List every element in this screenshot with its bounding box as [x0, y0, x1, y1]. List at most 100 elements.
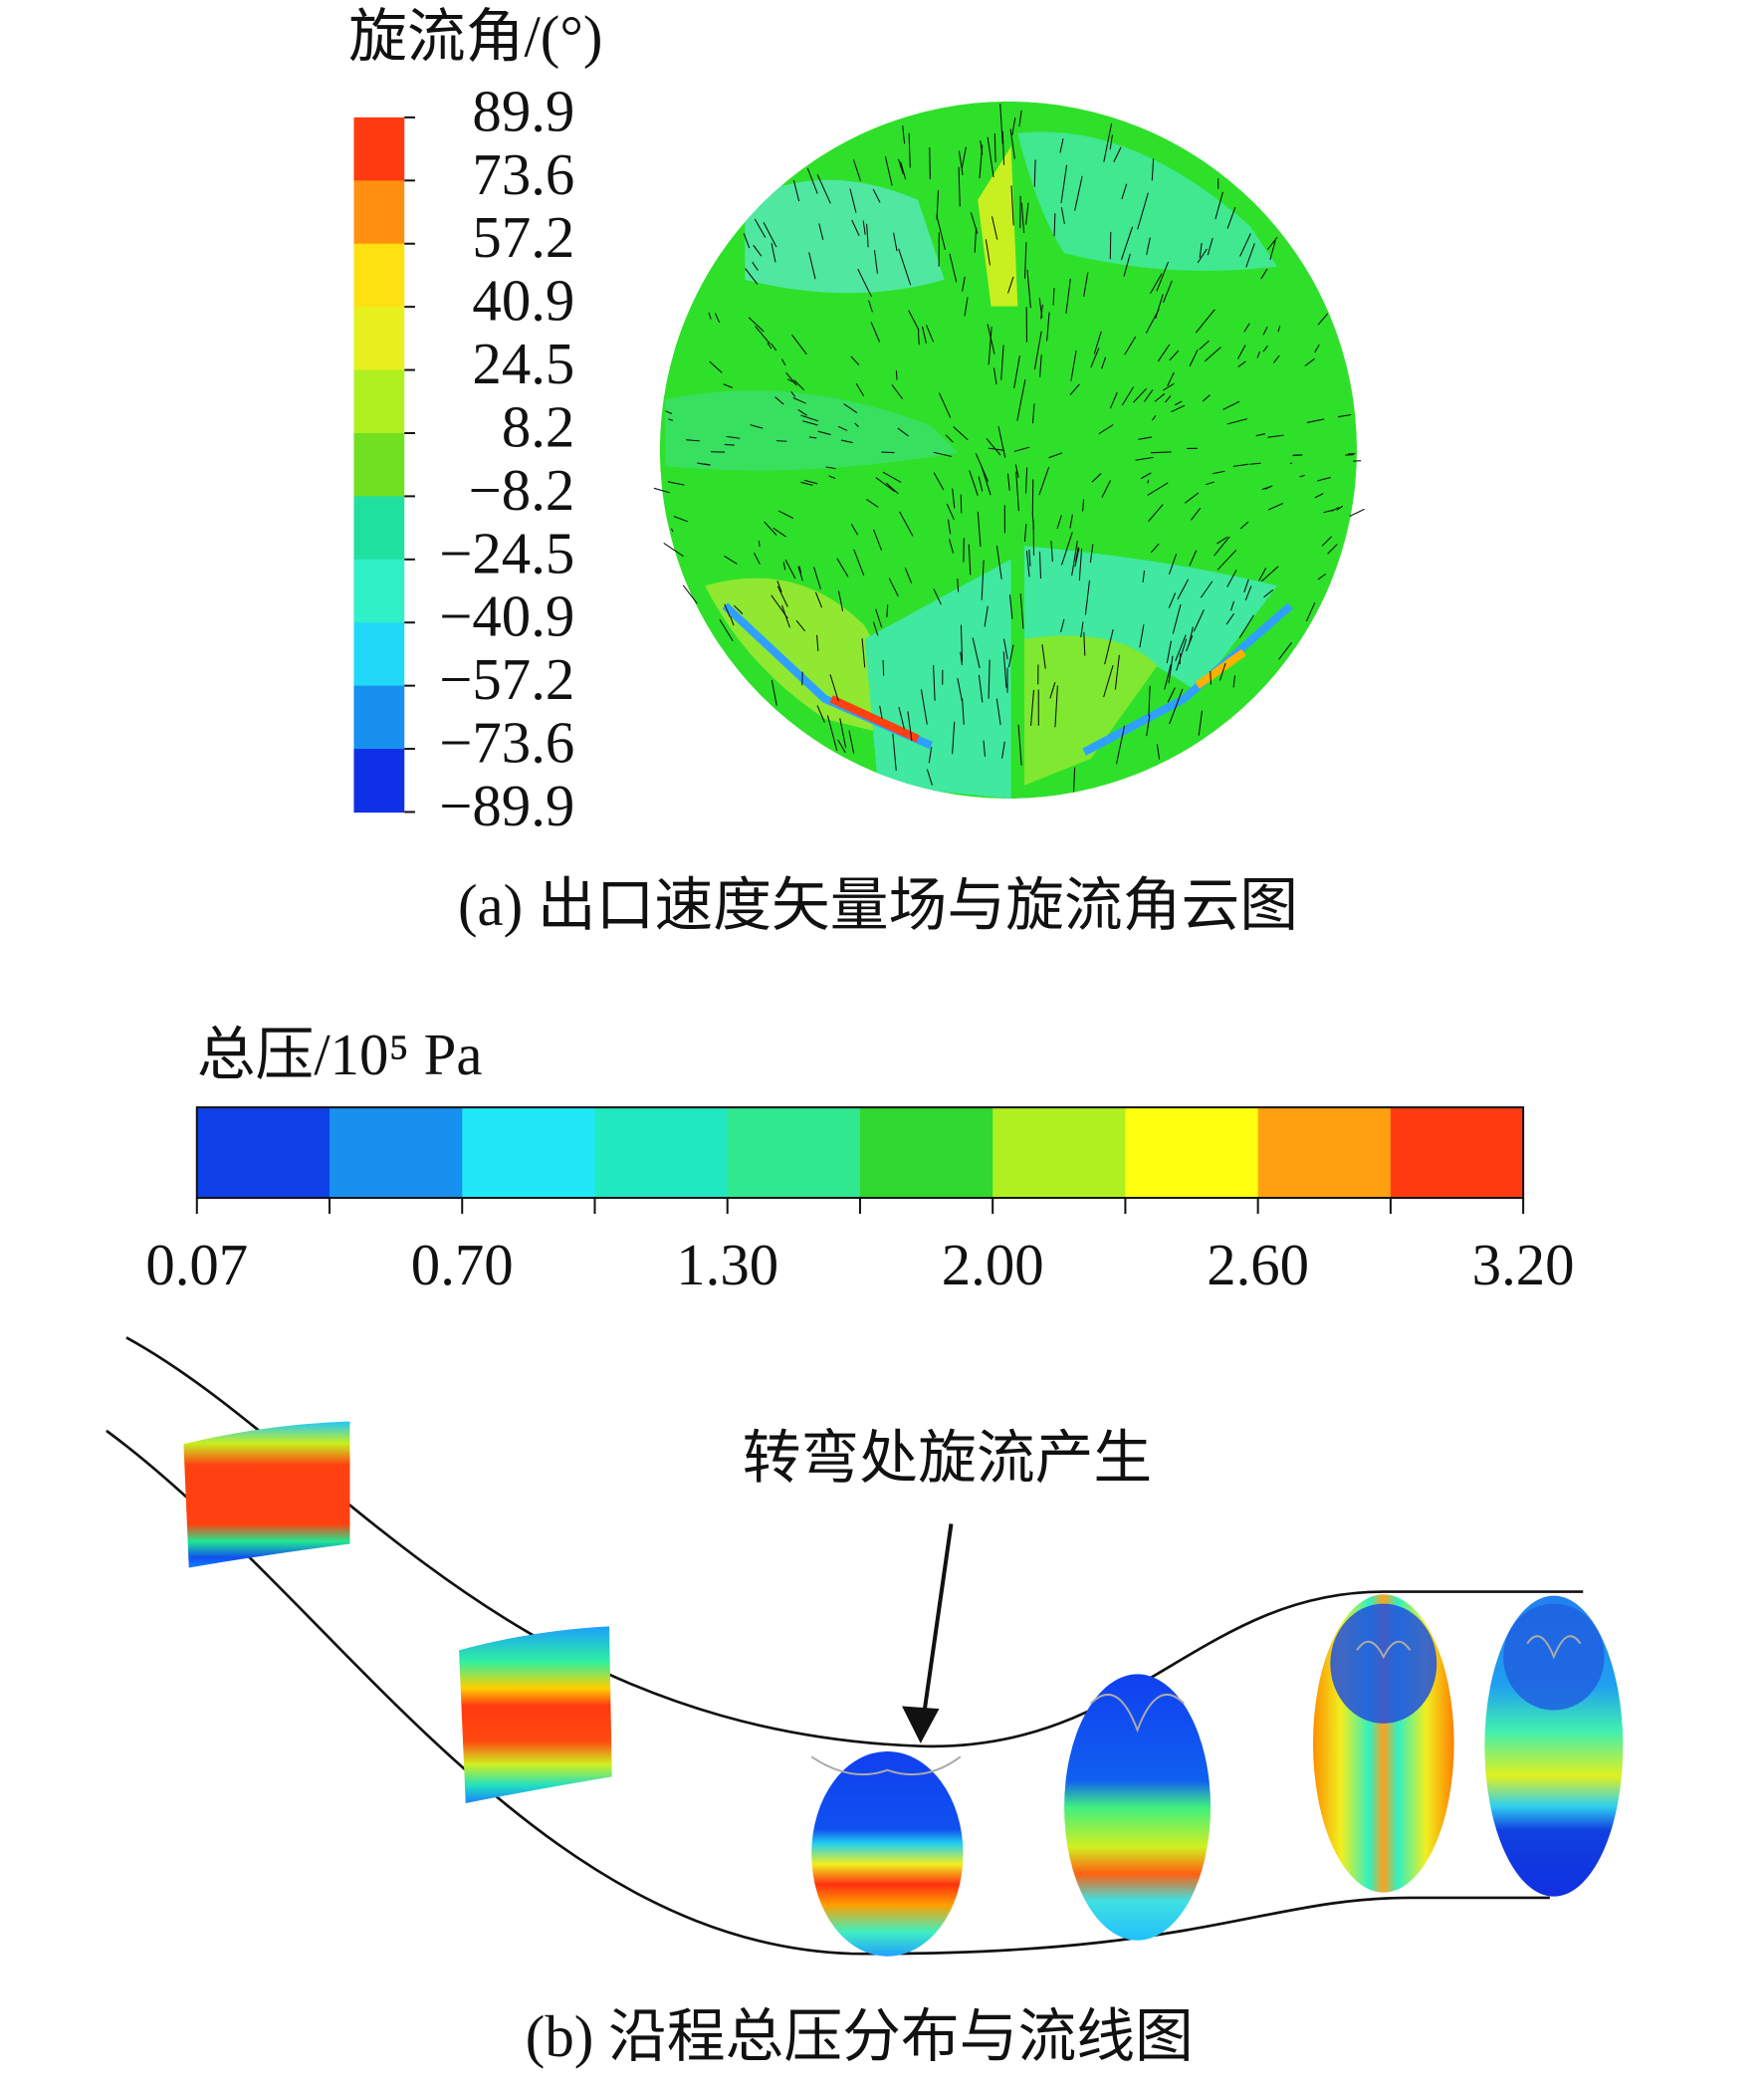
colorbar-band — [196, 1107, 331, 1199]
vector — [1093, 331, 1102, 354]
vector — [1031, 512, 1035, 530]
vector — [1031, 403, 1035, 424]
vector — [1167, 371, 1175, 386]
vector — [682, 584, 698, 604]
vector — [849, 188, 857, 213]
vector — [1214, 191, 1223, 220]
vector — [767, 343, 772, 349]
vector — [957, 678, 963, 702]
vector — [1025, 202, 1029, 225]
vector — [1139, 624, 1145, 648]
vector — [1054, 685, 1058, 728]
vector — [995, 545, 1002, 580]
vector — [745, 268, 759, 285]
vector — [1349, 508, 1365, 517]
vector — [750, 424, 764, 429]
vector — [1018, 110, 1022, 127]
vector — [1218, 662, 1226, 681]
vector — [1327, 544, 1338, 555]
vector — [1014, 464, 1019, 478]
vector — [920, 689, 928, 725]
colorbar-band — [353, 559, 405, 623]
vector — [1337, 413, 1352, 418]
vector — [1331, 506, 1340, 512]
vector — [790, 391, 796, 398]
vector — [917, 328, 920, 346]
vector — [1113, 146, 1122, 162]
vector — [866, 223, 869, 248]
vector — [1273, 354, 1280, 363]
vector — [1249, 462, 1261, 465]
vector — [1204, 347, 1221, 362]
vector — [1069, 514, 1073, 529]
vector — [837, 425, 848, 431]
vector — [960, 624, 964, 662]
vector — [1156, 744, 1161, 760]
vector — [946, 503, 955, 521]
vector — [1000, 345, 1004, 380]
vector — [1299, 474, 1305, 478]
vector — [1071, 541, 1078, 577]
vector — [667, 481, 685, 486]
vector — [1124, 336, 1137, 355]
vector — [1053, 213, 1056, 237]
vector — [1323, 509, 1334, 514]
vector — [814, 591, 823, 608]
caption: (a) 出口速度矢量场与旋流角云图 — [458, 873, 1298, 938]
vector — [1120, 226, 1134, 261]
vector — [997, 426, 1006, 458]
vector — [1069, 383, 1080, 395]
vector — [1151, 451, 1172, 454]
vector — [1162, 280, 1173, 304]
vector — [1207, 237, 1213, 256]
vector — [802, 420, 818, 426]
vector — [1007, 644, 1014, 668]
vector — [686, 439, 700, 442]
vector — [1267, 503, 1283, 511]
vector — [724, 555, 738, 565]
vector — [1115, 725, 1126, 765]
colorbar-band — [594, 1107, 729, 1199]
contour-region — [745, 179, 945, 294]
colorbar-label: 8.2 — [502, 394, 574, 459]
vector — [829, 674, 839, 702]
vector — [1202, 394, 1211, 402]
vector — [776, 440, 787, 442]
vector — [1024, 467, 1028, 494]
vector — [777, 510, 793, 520]
vector — [870, 322, 881, 343]
vector — [1314, 344, 1320, 353]
vector — [1011, 117, 1016, 135]
vector — [1091, 473, 1102, 483]
vector — [988, 327, 992, 365]
vector — [1353, 460, 1362, 462]
vector — [748, 317, 765, 333]
vector — [1103, 664, 1114, 698]
streamline — [1526, 1635, 1582, 1660]
vector — [884, 155, 893, 186]
vector — [1199, 243, 1203, 258]
colorbar-label: 73.6 — [472, 142, 574, 207]
colorbar-label: 24.5 — [472, 332, 574, 396]
vector — [1225, 613, 1234, 625]
vector — [1121, 386, 1135, 406]
vector — [986, 437, 1001, 456]
vector — [1006, 473, 1010, 491]
vector — [1189, 550, 1198, 567]
vector — [1074, 548, 1080, 568]
vector — [1101, 356, 1107, 369]
colorbar-band — [353, 749, 405, 813]
vector — [972, 637, 981, 669]
slice — [811, 1750, 964, 1957]
vector — [908, 310, 920, 332]
vector — [852, 159, 861, 181]
vector — [952, 488, 956, 509]
colorbar-band — [353, 432, 405, 498]
vector — [1146, 237, 1151, 256]
colorbar-label: 3.20 — [1472, 1233, 1575, 1297]
vector — [668, 418, 674, 421]
vector — [853, 549, 865, 577]
vector — [1033, 331, 1042, 370]
vector — [949, 253, 958, 283]
vector — [892, 733, 897, 772]
